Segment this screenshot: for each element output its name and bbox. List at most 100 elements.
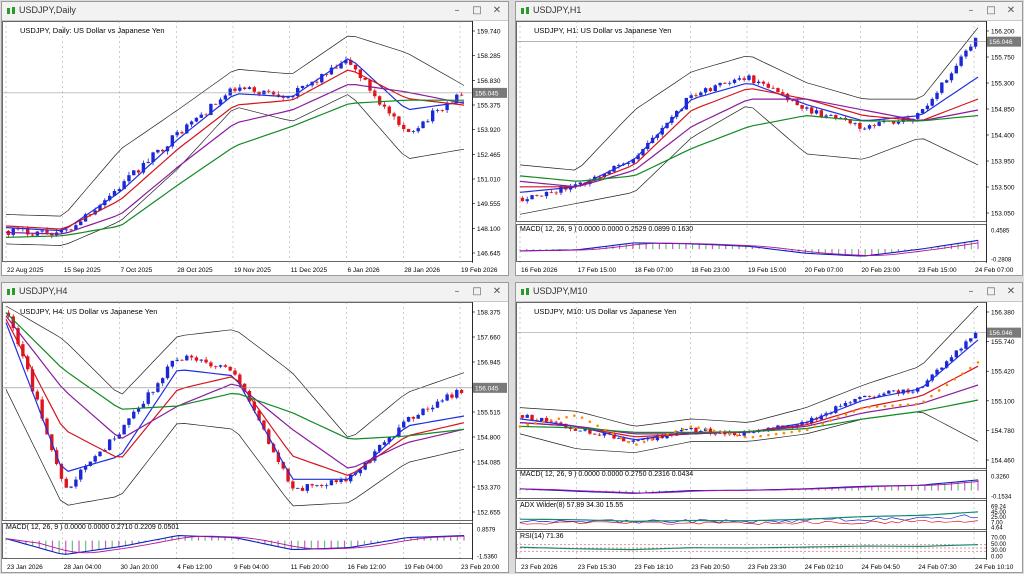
candle-body: [344, 479, 348, 482]
candle-body: [156, 149, 160, 153]
candle-body: [136, 170, 141, 173]
sar-dot: [743, 435, 747, 439]
candle-body: [834, 406, 838, 413]
ma-purple-line: [5, 83, 465, 235]
candle-body: [209, 103, 213, 115]
window-titlebar[interactable]: USDJPY,M10 – □ ✕: [516, 283, 1022, 302]
candle-body: [674, 110, 679, 117]
candle-body: [607, 171, 611, 174]
time-tick-label: 7 Oct 2025: [121, 267, 153, 274]
candle-body: [175, 132, 179, 136]
bb-upper-line: [519, 27, 979, 171]
minimize-button[interactable]: –: [968, 5, 974, 16]
window-titlebar[interactable]: USDJPY,H1 – □ ✕: [516, 2, 1022, 21]
price-tick-label: 154.850: [991, 107, 1015, 114]
candle-body: [11, 228, 15, 235]
price-tick-label: 151.010: [477, 177, 501, 184]
maximize-button[interactable]: □: [472, 286, 482, 297]
ma-blue-line: [519, 76, 979, 193]
candle-body: [863, 128, 867, 130]
candle-body: [959, 56, 963, 66]
candle-body: [747, 75, 751, 80]
time-tick-label: 19 Feb 2026: [461, 267, 498, 274]
candle-body: [949, 357, 954, 362]
candle-body: [199, 114, 203, 118]
chart-window-daily[interactable]: USDJPY,Daily – □ ✕ USDJPY, Daily: US Dol…: [1, 1, 509, 276]
candle-body: [949, 73, 954, 81]
candle-body: [228, 366, 232, 371]
price-tick-label: 153.920: [477, 127, 501, 134]
candle-body: [69, 486, 73, 488]
close-button[interactable]: ✕: [1006, 5, 1016, 16]
sar-dot: [705, 427, 708, 431]
current-price-label: 156.045: [475, 90, 499, 97]
candle-body: [363, 462, 367, 470]
price-tick-label: 155.300: [991, 81, 1015, 88]
minimize-button[interactable]: –: [454, 286, 460, 297]
candle-body: [329, 67, 334, 75]
sar-dot: [782, 431, 786, 435]
candle-body: [713, 85, 717, 91]
sar-dot: [627, 440, 630, 444]
candle-body: [665, 434, 669, 439]
price-tick-label: 155.515: [477, 410, 501, 417]
candle-body: [406, 417, 411, 422]
price-tick-label: 155.740: [991, 339, 1015, 346]
candle-body: [737, 435, 742, 436]
sar-dot: [642, 440, 646, 444]
chart-window-h4[interactable]: USDJPY,H4 – □ ✕ USDJPY, H4: US Dollar vs…: [1, 282, 509, 573]
main-pane-border: [516, 302, 987, 469]
candle-body: [660, 127, 664, 135]
price-chart[interactable]: USDJPY, H1: US Dollar vs Japanese Yen MA…: [516, 21, 1022, 275]
candle-body: [641, 439, 645, 441]
sar-dot: [759, 434, 762, 438]
time-tick-label: 30 Jan 20:00: [121, 564, 159, 571]
candle-body: [891, 121, 896, 124]
close-button[interactable]: ✕: [1006, 286, 1016, 297]
sar-dot: [604, 428, 607, 432]
minimize-button[interactable]: –: [968, 286, 974, 297]
minimize-button[interactable]: –: [454, 5, 460, 16]
close-button[interactable]: ✕: [492, 5, 502, 16]
candle-body: [655, 134, 660, 138]
maximize-button[interactable]: □: [986, 5, 996, 16]
price-chart[interactable]: USDJPY, Daily: US Dollar vs Japanese Yen…: [2, 21, 508, 275]
candle-body: [300, 85, 305, 89]
candle-body: [271, 443, 276, 453]
candle-body: [969, 46, 973, 51]
price-tick-label: 155.100: [991, 398, 1015, 405]
candle-body: [30, 234, 35, 236]
candle-body: [930, 374, 934, 381]
window-titlebar[interactable]: USDJPY,Daily – □ ✕: [2, 2, 508, 21]
candle-body: [141, 403, 146, 408]
candle-body: [165, 366, 170, 379]
price-chart[interactable]: USDJPY, M10: US Dollar vs Japanese Yen M…: [516, 302, 1022, 572]
candle-body: [684, 429, 689, 430]
sar-dot: [635, 443, 638, 446]
sar-dot: [961, 372, 964, 375]
time-tick-label: 4 Feb 12:00: [177, 564, 212, 571]
price-chart[interactable]: USDJPY, H4: US Dollar vs Japanese Yen MA…: [2, 302, 508, 572]
candle-body: [141, 162, 146, 173]
candle-body: [540, 417, 544, 422]
candle-body: [742, 431, 746, 436]
maximize-button[interactable]: □: [986, 286, 996, 297]
candle-body: [742, 78, 746, 80]
candle-body: [848, 119, 852, 124]
sar-dot: [596, 424, 599, 428]
maximize-button[interactable]: □: [472, 5, 482, 16]
candle-body: [40, 230, 44, 232]
candle-body: [426, 121, 430, 123]
candle-body: [867, 395, 872, 397]
candle-body: [267, 90, 271, 92]
candle-body: [867, 125, 872, 129]
close-button[interactable]: ✕: [492, 286, 502, 297]
sar-dot: [860, 407, 863, 410]
time-tick-label: 23 Feb 20:50: [691, 564, 730, 571]
candle-body: [896, 390, 901, 394]
window-titlebar[interactable]: USDJPY,H4 – □ ✕: [2, 283, 508, 302]
candle-body: [45, 230, 49, 233]
chart-window-h1[interactable]: USDJPY,H1 – □ ✕ USDJPY, H1: US Dollar vs…: [515, 1, 1023, 276]
sar-dot: [611, 432, 615, 436]
chart-window-m10[interactable]: USDJPY,M10 – □ ✕ USDJPY, M10: US Dollar …: [515, 282, 1023, 573]
